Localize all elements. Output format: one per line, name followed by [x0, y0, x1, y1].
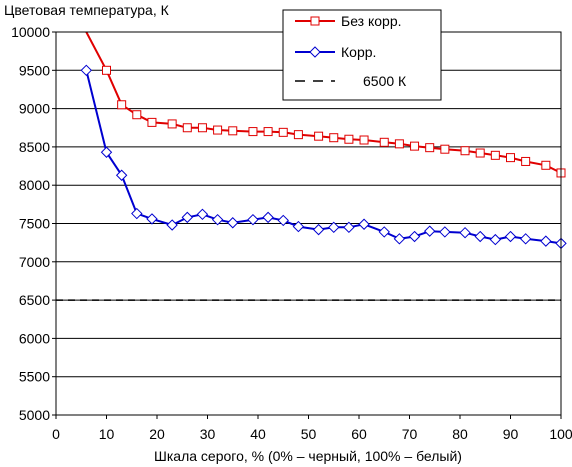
data-point-square	[506, 153, 515, 163]
data-point-square	[521, 156, 531, 166]
data-point-diamond	[100, 146, 113, 158]
data-point-diamond	[196, 208, 209, 221]
data-point-diamond	[408, 230, 421, 243]
y-tick-label: 7000	[19, 254, 50, 270]
y-axis-ticks: 5000 5500 6000 6500 7000 7500 8000 8500 9000 9500…	[11, 24, 56, 423]
data-point-square	[314, 131, 324, 141]
y-tick-label: 8000	[19, 177, 50, 193]
y-tick-label: 6500	[19, 292, 50, 308]
data-point-diamond	[166, 219, 178, 231]
data-point-diamond	[309, 46, 321, 58]
data-point-diamond	[358, 218, 370, 230]
data-point-square	[167, 119, 177, 129]
x-tick-label: 20	[149, 426, 165, 442]
data-point-square	[394, 139, 404, 149]
data-point-square	[278, 127, 288, 137]
x-tick-label: 70	[402, 426, 418, 442]
legend-box	[282, 9, 442, 101]
x-axis-label: Шкала серого, % (0% – черный, 100% – бел…	[154, 448, 462, 464]
data-point-diamond	[489, 233, 502, 246]
data-point-square	[541, 160, 551, 170]
series-group	[85, 31, 566, 178]
data-point-square	[460, 146, 470, 156]
x-tick-label: 60	[351, 426, 367, 442]
data-point-square	[182, 123, 192, 133]
y-tick-label: 5000	[19, 407, 50, 423]
x-tick-label: 50	[301, 426, 317, 442]
x-tick-label: 10	[99, 426, 115, 442]
data-point-diamond	[378, 226, 390, 238]
y-tick-label: 5500	[19, 369, 50, 385]
data-point-square	[132, 110, 142, 120]
data-point-diamond	[181, 211, 194, 224]
data-point-diamond	[211, 213, 224, 226]
data-point-square	[310, 16, 320, 26]
y-tick-label: 8500	[19, 139, 50, 155]
legend-label: Без корр.	[341, 13, 402, 29]
y-tick-label: 9000	[19, 101, 50, 117]
x-axis-ticks: 0 10 20 30 40 50 60 70 80 90 100	[52, 415, 572, 442]
data-point-diamond	[227, 217, 239, 229]
data-point-square	[117, 100, 127, 110]
gridlines	[56, 69, 561, 378]
data-point-square	[475, 148, 485, 158]
y-tick-label: 9500	[19, 62, 50, 78]
data-point-square	[410, 141, 420, 151]
data-point-square	[490, 150, 500, 160]
data-point-diamond	[292, 220, 305, 233]
data-point-diamond	[393, 233, 406, 245]
data-point-diamond	[131, 207, 143, 220]
data-point-diamond	[459, 226, 471, 239]
data-point-diamond	[262, 211, 274, 224]
data-point-diamond	[504, 230, 517, 243]
data-point-square	[102, 65, 111, 75]
data-point-square	[379, 137, 389, 147]
y-axis-label: Цветовая температура, К	[4, 2, 170, 18]
data-point-diamond	[277, 214, 289, 227]
data-point-square	[359, 135, 369, 145]
data-point-square	[228, 126, 238, 136]
legend-label: 6500 К	[363, 73, 407, 89]
data-point-diamond	[247, 213, 259, 226]
data-point-square	[213, 125, 223, 135]
data-point-diamond	[312, 223, 325, 236]
y-tick-label: 10000	[11, 24, 50, 40]
data-point-square	[329, 133, 339, 143]
x-tick-label: 40	[250, 426, 266, 442]
data-point-square	[263, 127, 273, 137]
legend-label: Корр.	[341, 44, 376, 60]
data-point-square	[425, 143, 435, 153]
data-point-diamond	[423, 225, 436, 237]
series-layer	[56, 31, 567, 301]
data-point-diamond	[146, 213, 158, 225]
x-tick-label: 100	[549, 426, 572, 442]
data-point-diamond	[439, 226, 451, 238]
data-point-square	[248, 127, 258, 137]
x-tick-label: 0	[52, 426, 60, 442]
data-point-diamond	[328, 221, 340, 234]
x-tick-label: 90	[503, 426, 519, 442]
legend: Без корр. Корр. 6500 К	[282, 9, 442, 101]
x-tick-label: 30	[200, 426, 216, 442]
data-point-square	[197, 123, 207, 133]
data-point-diamond	[519, 233, 532, 245]
data-point-square	[293, 130, 303, 140]
data-point-diamond	[474, 230, 486, 243]
y-tick-label: 7500	[19, 216, 50, 232]
data-point-diamond	[343, 221, 355, 234]
data-point-diamond	[80, 64, 93, 77]
y-tick-label: 6000	[19, 330, 50, 346]
data-point-square	[440, 144, 450, 154]
data-point-diamond	[540, 235, 552, 247]
x-tick-label: 80	[452, 426, 468, 442]
data-point-diamond	[115, 169, 128, 181]
series-group	[80, 64, 567, 250]
data-point-square	[147, 117, 157, 127]
data-point-square	[344, 134, 354, 144]
